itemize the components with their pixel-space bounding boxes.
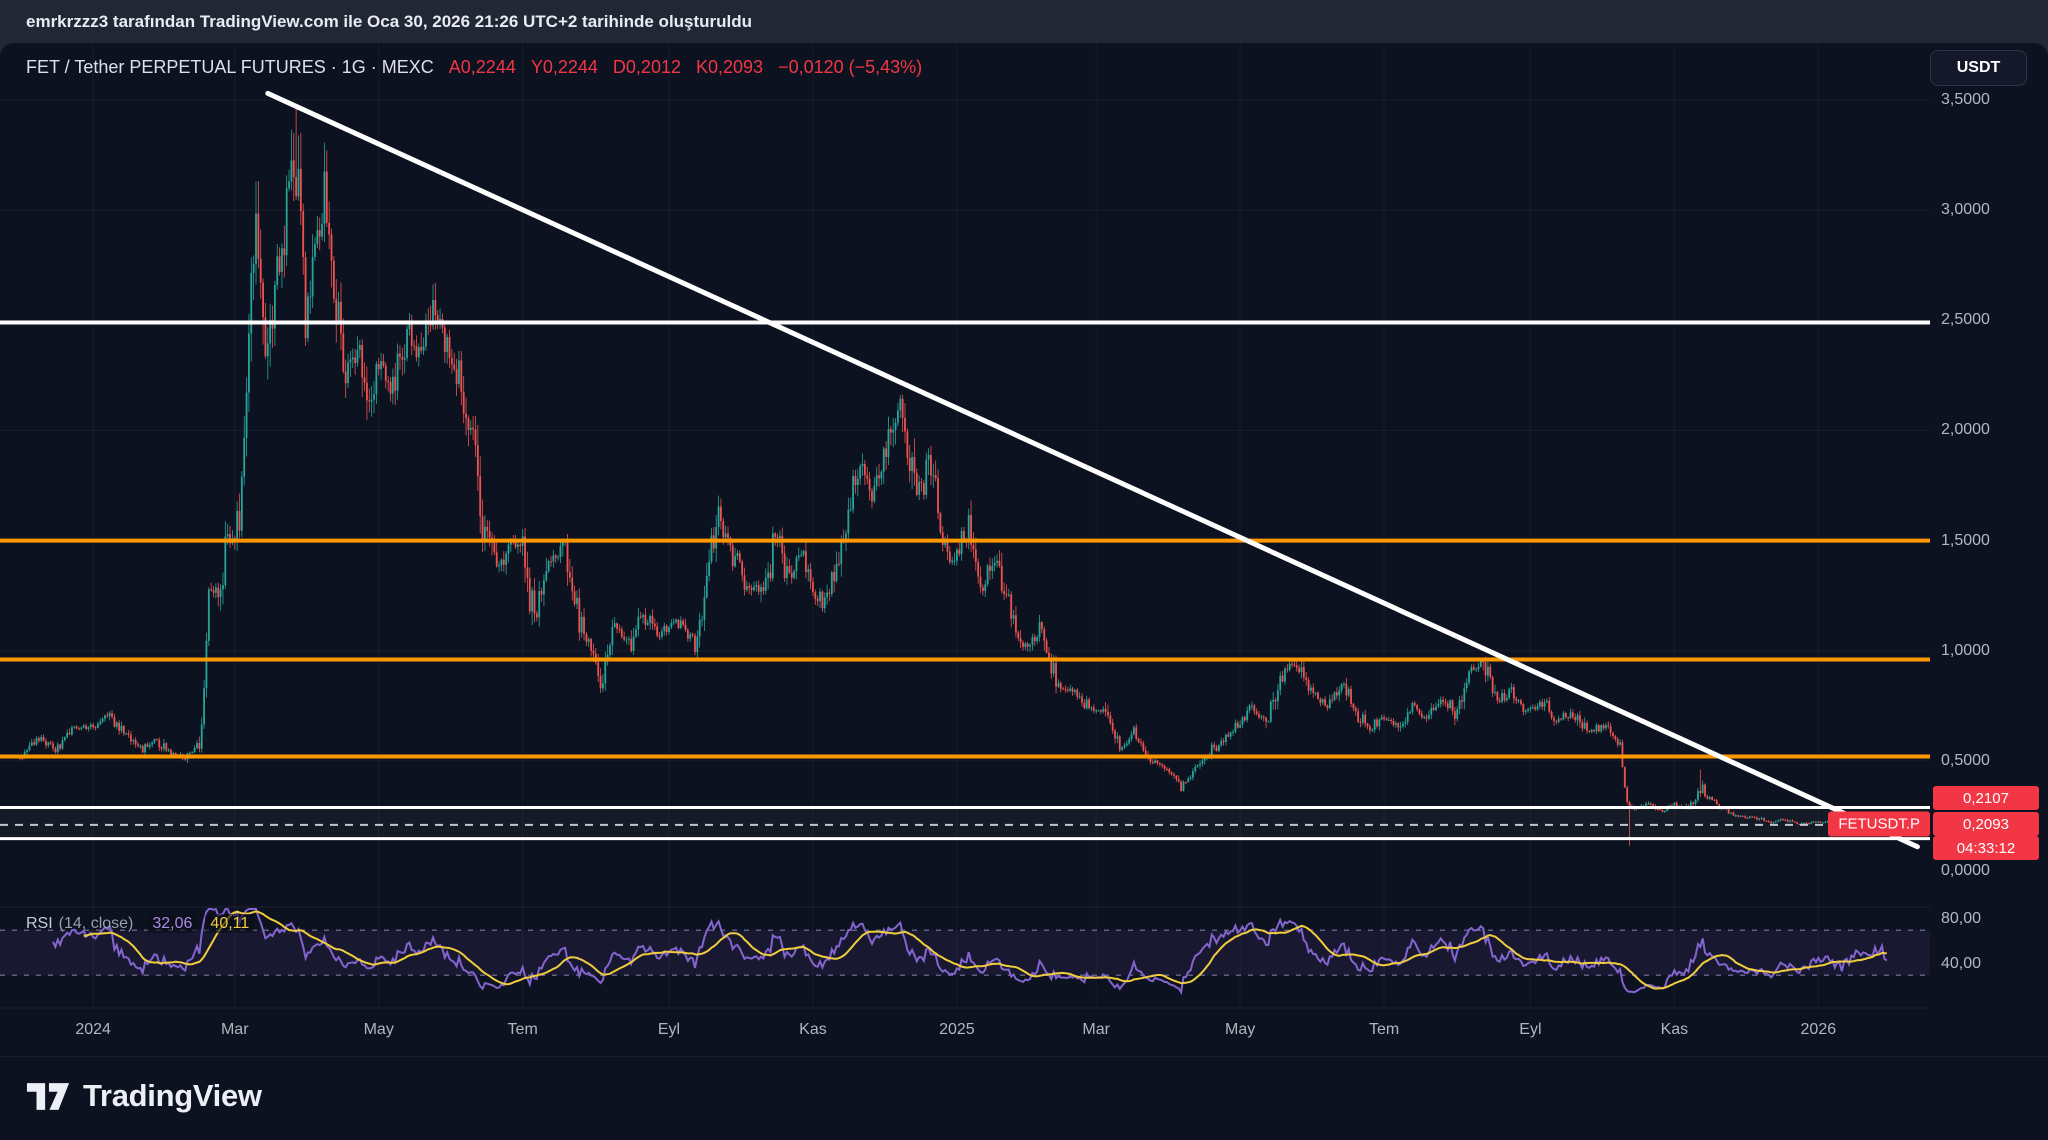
- descending-trendline: [265, 90, 1920, 850]
- time-axis-label: May: [363, 1021, 394, 1038]
- rsi-axis-label: 40,00: [1941, 955, 1982, 972]
- rsi-pane: [0, 907, 1930, 996]
- time-axis-label: Tem: [507, 1021, 538, 1038]
- tradingview-wordmark: TradingView: [83, 1078, 262, 1113]
- rsi-legend: RSI (14, close) 32,06 40,11: [26, 914, 255, 933]
- rsi-ma-value: 40,11: [205, 914, 255, 933]
- price-axis-label: 2,0000: [1941, 421, 1990, 439]
- ohlc-high: Y0,2244: [530, 57, 598, 77]
- rsi-params: (14, close): [58, 915, 134, 932]
- price-axis-label: 1,5000: [1941, 531, 1990, 549]
- time-axis-label: Tem: [1368, 1021, 1400, 1038]
- rsi-axis-label: 80,00: [1941, 910, 1982, 927]
- time-axis-label: Eyl: [657, 1021, 681, 1038]
- time-axis-label: Eyl: [1519, 1021, 1542, 1038]
- candlestick-series: [19, 104, 1888, 846]
- price-axis-label: 3,0000: [1941, 201, 1990, 219]
- currency-toggle-button[interactable]: USDT: [1930, 50, 2027, 86]
- time-axis-label: Kas: [799, 1021, 827, 1038]
- grid: [0, 43, 2048, 1057]
- drawing-overlays[interactable]: [0, 90, 1930, 850]
- tradingview-logo[interactable]: TradingView: [26, 1078, 262, 1114]
- time-axis-label: Mar: [1082, 1021, 1110, 1038]
- tradingview-logo-icon: [26, 1082, 70, 1110]
- time-axis-label: 2026: [1800, 1021, 1837, 1038]
- ohlc-open: A0,2244: [448, 57, 516, 77]
- time-axis-label: 2024: [75, 1021, 111, 1038]
- symbol-price-label: FETUSDT.P: [1828, 811, 1930, 837]
- rsi-main-value: 32,06: [147, 914, 198, 933]
- price-axis-label: 3,5000: [1941, 91, 1990, 108]
- main-chart-svg[interactable]: [0, 43, 2048, 1058]
- price-badge: 0,2107: [1933, 786, 2039, 810]
- time-axis-label: May: [1224, 1021, 1256, 1038]
- time-axis-label: Mar: [220, 1021, 249, 1038]
- price-axis-label: 0,5000: [1941, 751, 1990, 769]
- price-badge: 0,2093: [1933, 812, 2039, 836]
- chart-widget: FET / Tether PERPETUAL FUTURES · 1G · ME…: [0, 43, 2048, 1058]
- rsi-label: RSI: [26, 915, 53, 932]
- time-axis-label: 2025: [939, 1021, 975, 1038]
- ohlc-low: D0,2012: [612, 57, 681, 77]
- price-axis-label: 1,0000: [1941, 641, 1990, 659]
- attribution-text: emrkrzzz3 tarafından TradingView.com ile…: [26, 12, 753, 31]
- rsi-ma-line: [83, 910, 1887, 990]
- time-axis-label: Kas: [1660, 1021, 1689, 1038]
- price-badge: 04:33:12: [1933, 836, 2039, 860]
- price-axis[interactable]: 3,5000 3,0000 2,5000 2,0000 1,5000 1,0000 0,50…: [1930, 43, 2048, 1008]
- symbol-title: FET / Tether PERPETUAL FUTURES · 1G · ME…: [26, 57, 434, 77]
- price-axis-label: 0,0000: [1941, 862, 1990, 879]
- time-axis[interactable]: 2024 Mar May Tem Eyl Kas 2025 Mar May Tem Eyl Kas 20…: [0, 1008, 1930, 1058]
- price-change: −0,0120 (−5,43%): [778, 57, 923, 77]
- chart-legend: FET / Tether PERPETUAL FUTURES · 1G · ME…: [26, 57, 922, 78]
- ohlc-close: K0,2093: [695, 57, 764, 77]
- price-axis-label: 2,5000: [1941, 311, 1990, 329]
